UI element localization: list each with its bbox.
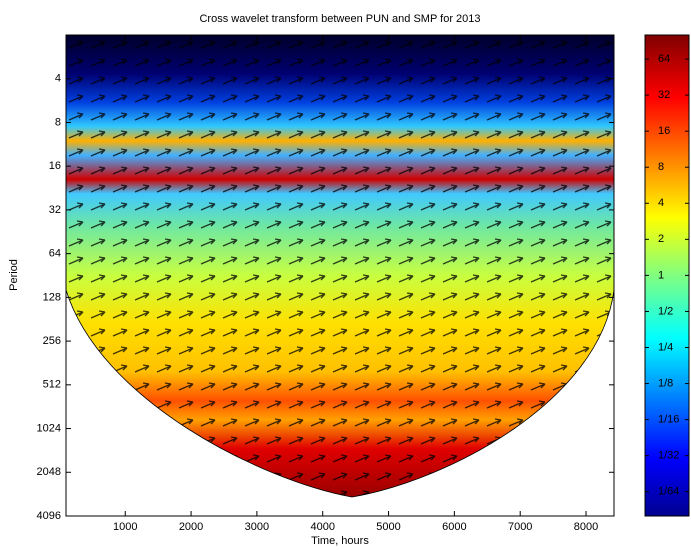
cone-of-influence <box>65 289 615 498</box>
colorbar-tick-label: 1/64 <box>658 486 679 498</box>
x-tick-label: 1000 <box>113 521 137 533</box>
colorbar-tick-label: 2 <box>658 233 664 245</box>
colorbar-tick-label: 1/16 <box>658 414 679 426</box>
colorbar <box>644 34 690 517</box>
x-axis-label: Time, hours <box>311 535 369 547</box>
colorbar-tick-label: 64 <box>658 53 670 65</box>
x-tick-label: 6000 <box>442 521 466 533</box>
colorbar-tick-label: 16 <box>658 125 670 137</box>
y-tick-label: 16 <box>49 160 61 172</box>
y-tick-label: 32 <box>49 204 61 216</box>
y-axis-label: Period <box>8 259 20 291</box>
y-tick-label: 256 <box>43 335 61 347</box>
colorbar-tick-label: 1/8 <box>658 377 673 389</box>
colorbar-tick-label: 8 <box>658 161 664 173</box>
y-tick-label: 4096 <box>37 510 61 522</box>
colorbar-tick-label: 32 <box>658 89 670 101</box>
chart-title: Cross wavelet transform between PUN and … <box>199 13 480 25</box>
y-tick-label: 2048 <box>37 466 61 478</box>
y-tick-label: 512 <box>43 379 61 391</box>
colorbar-tick-label: 1 <box>658 269 664 281</box>
wavelet-power <box>66 35 614 497</box>
colorbar-tick-label: 4 <box>658 197 664 209</box>
colorbar-tick-label: 1/2 <box>658 305 673 317</box>
y-tick-label: 4 <box>55 73 61 85</box>
colorbar-tick-label: 1/4 <box>658 341 673 353</box>
x-tick-label: 8000 <box>574 521 598 533</box>
colorbar-tick-label: 1/32 <box>658 450 679 462</box>
x-tick-label: 2000 <box>179 521 203 533</box>
x-tick-label: 5000 <box>376 521 400 533</box>
x-tick-label: 3000 <box>245 521 269 533</box>
y-tick-label: 64 <box>49 248 61 260</box>
y-tick-label: 128 <box>43 291 61 303</box>
x-tick-label: 4000 <box>310 521 334 533</box>
y-tick-label: 8 <box>55 116 61 128</box>
x-tick-label: 7000 <box>508 521 532 533</box>
y-tick-label: 1024 <box>37 422 61 434</box>
plot-frame <box>65 34 615 517</box>
